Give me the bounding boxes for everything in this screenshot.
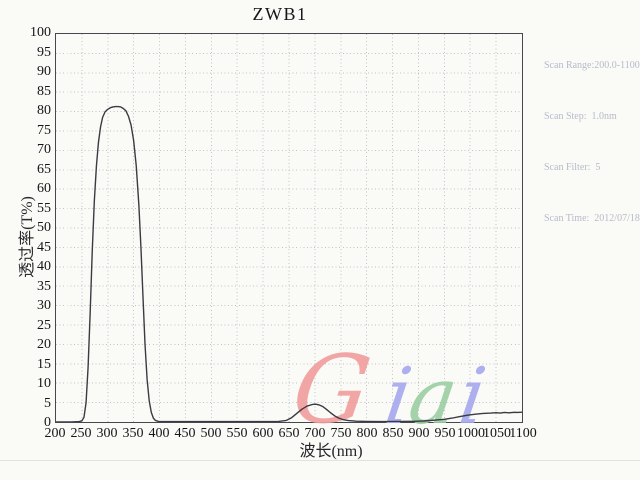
x-tick-label: 350 (122, 426, 144, 441)
x-tick-label: 200 (44, 426, 66, 441)
scan-parameters: Scan Range:200.0-1100.0nm Scan Step: 1.0… (544, 23, 640, 261)
x-tick-label: 1100 (509, 426, 537, 441)
x-tick-label: 250 (70, 426, 92, 441)
y-tick-label: 10 (37, 376, 51, 391)
y-tick-label: 35 (37, 278, 51, 294)
x-tick-label: 300 (96, 426, 118, 441)
y-tick-label: 100 (30, 25, 51, 40)
y-tick-label: 95 (37, 44, 51, 60)
y-tick-label: 85 (37, 83, 51, 99)
x-tick-label: 1000 (457, 426, 485, 441)
y-tick-label: 5 (44, 395, 51, 411)
y-tick-label: 65 (37, 161, 51, 177)
scan-step-line: Scan Step: 1.0nm (544, 111, 617, 122)
y-tick-label: 70 (37, 142, 51, 157)
plot-area: G i a i (55, 33, 523, 445)
scan-time-line: Scan Time: 2012/07/18 17 (544, 213, 640, 224)
chart-title: ZWB1 (252, 4, 308, 24)
curve-path (56, 105, 522, 422)
x-tick-label: 500 (200, 426, 222, 441)
y-tick-label: 25 (37, 317, 51, 333)
x-tick-label: 800 (356, 426, 378, 441)
page-divider-line (0, 460, 640, 461)
y-tick-label: 30 (37, 298, 51, 313)
y-tick-label: 45 (37, 239, 51, 255)
x-tick-label: 950 (434, 426, 456, 441)
x-axis-title: 波长(nm) (299, 443, 363, 460)
y-tick-label: 50 (37, 220, 51, 235)
y-tick-label: 60 (37, 181, 51, 196)
x-tick-label: 400 (148, 426, 170, 441)
x-tick-label: 650 (278, 426, 300, 441)
x-tick-label: 450 (174, 426, 196, 441)
y-tick-label: 40 (37, 259, 51, 274)
y-axis-title: 透过率(T%) (19, 196, 36, 278)
x-tick-label: 700 (304, 426, 326, 441)
x-tick-label: 550 (226, 426, 248, 441)
x-tick-label: 900 (408, 426, 430, 441)
x-tick-label: 600 (252, 426, 274, 441)
y-tick-label: 75 (37, 122, 51, 138)
y-tick-label: 55 (37, 200, 51, 216)
scan-filter-line: Scan Filter: 5 (544, 162, 601, 173)
y-tick-label: 90 (37, 64, 51, 79)
gridlines (56, 34, 522, 422)
transmission-curve (56, 105, 522, 422)
y-tick-label: 80 (37, 103, 51, 118)
scan-range-line: Scan Range:200.0-1100.0nm (544, 60, 640, 71)
y-tick-label: 20 (37, 337, 51, 352)
x-tick-label: 1050 (483, 426, 511, 441)
x-tick-label: 850 (382, 426, 404, 441)
y-tick-label: 15 (37, 356, 51, 372)
x-tick-label: 750 (330, 426, 352, 441)
y-tick-label: 0 (44, 415, 51, 430)
